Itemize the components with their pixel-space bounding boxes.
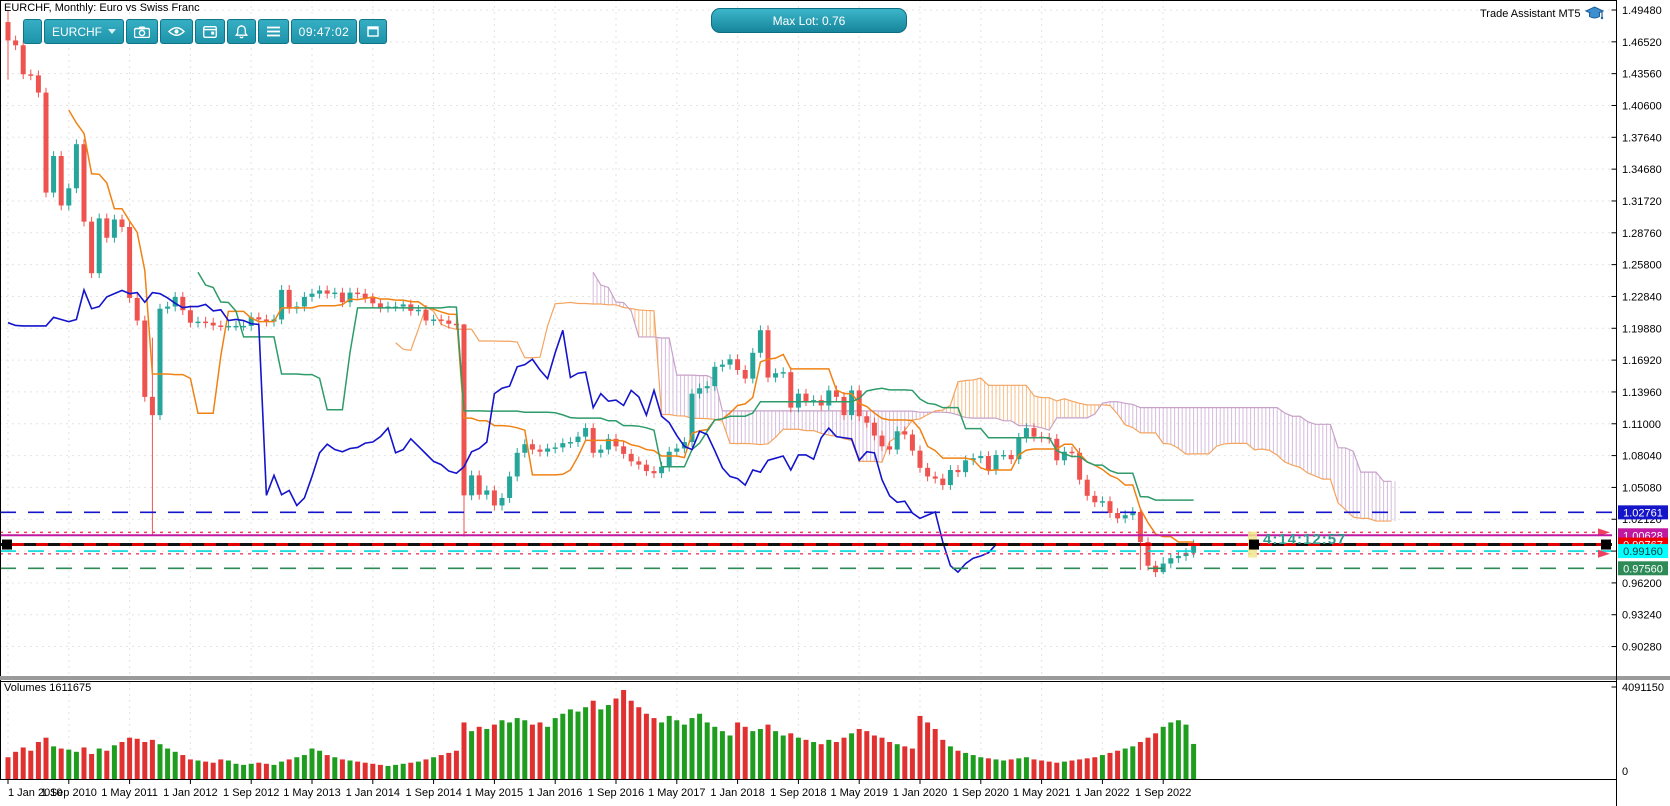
chevron-down-icon — [108, 29, 116, 34]
calendar-button[interactable] — [195, 19, 225, 44]
svg-text:1.49480: 1.49480 — [1622, 5, 1662, 17]
svg-text:1.05080: 1.05080 — [1622, 482, 1662, 494]
svg-text:1.16920: 1.16920 — [1622, 355, 1662, 367]
svg-text:1.25800: 1.25800 — [1622, 260, 1662, 272]
volume-bars — [5, 690, 1197, 779]
screenshot-button[interactable] — [126, 19, 158, 44]
svg-text:0.90280: 0.90280 — [1622, 642, 1662, 654]
volume-axis-min-label: 0 — [1622, 766, 1629, 778]
svg-text:1 Jan 2018: 1 Jan 2018 — [710, 787, 764, 799]
drag-handle-button[interactable] — [23, 19, 42, 44]
svg-text:1 May 2021: 1 May 2021 — [1013, 787, 1070, 799]
trade-assistant-label: Trade Assistant MT5 — [1480, 7, 1581, 20]
svg-text:1 Sep 2014: 1 Sep 2014 — [405, 787, 461, 799]
svg-text:1 Sep 2012: 1 Sep 2012 — [223, 787, 279, 799]
alerts-button[interactable] — [227, 19, 256, 44]
svg-text:1.22840: 1.22840 — [1622, 291, 1662, 303]
symbol-select[interactable]: EURCHF — [44, 19, 124, 44]
visibility-button[interactable] — [160, 19, 193, 44]
svg-text:0.93240: 0.93240 — [1622, 610, 1662, 622]
svg-text:1.13960: 1.13960 — [1622, 387, 1662, 399]
svg-text:0.97560: 0.97560 — [1623, 563, 1663, 575]
volume-axis-max-label: 4091150 — [1622, 682, 1665, 694]
level-lines — [0, 511, 1612, 570]
svg-text:1 Jan 2016: 1 Jan 2016 — [528, 787, 582, 799]
svg-text:1.02761: 1.02761 — [1623, 507, 1663, 519]
svg-text:1 May 2015: 1 May 2015 — [466, 787, 523, 799]
svg-text:1.11000: 1.11000 — [1622, 419, 1661, 431]
svg-text:1.31720: 1.31720 — [1622, 196, 1662, 208]
eye-icon — [168, 27, 185, 36]
menu-icon — [267, 26, 280, 37]
svg-text:1 Jan 2010: 1 Jan 2010 — [8, 787, 62, 799]
clock-display[interactable]: 09:47:02 — [291, 19, 357, 44]
svg-text:1 Jan 2014: 1 Jan 2014 — [346, 787, 400, 799]
svg-text:0.99160: 0.99160 — [1623, 546, 1663, 558]
svg-text:1 Jan 2022: 1 Jan 2022 — [1075, 787, 1129, 799]
ichimoku-lines — [7, 109, 1194, 574]
svg-text:1 Sep 2010: 1 Sep 2010 — [41, 787, 97, 799]
svg-text:1 Sep 2020: 1 Sep 2020 — [953, 787, 1009, 799]
svg-text:1 Sep 2016: 1 Sep 2016 — [588, 787, 644, 799]
bar-countdown-timer: 4:14:12:57 — [1263, 531, 1347, 548]
svg-text:1 May 2017: 1 May 2017 — [648, 787, 705, 799]
svg-text:1.34680: 1.34680 — [1622, 164, 1662, 176]
graduation-cap-icon[interactable] — [1585, 6, 1605, 21]
svg-text:1.28760: 1.28760 — [1622, 228, 1662, 240]
svg-text:1 May 2019: 1 May 2019 — [830, 787, 887, 799]
svg-text:1 Sep 2022: 1 Sep 2022 — [1135, 787, 1191, 799]
svg-text:1 Jan 2020: 1 Jan 2020 — [893, 787, 947, 799]
calendar-icon — [203, 26, 217, 38]
svg-text:1 Sep 2018: 1 Sep 2018 — [770, 787, 826, 799]
symbol-label: EURCHF — [52, 24, 102, 39]
svg-text:1.46520: 1.46520 — [1622, 37, 1662, 49]
line-handles — [2, 531, 1611, 558]
volumes-indicator-label: Volumes 1611675 — [4, 682, 92, 694]
svg-text:1 Jan 2012: 1 Jan 2012 — [163, 787, 217, 799]
svg-text:1 May 2013: 1 May 2013 — [283, 787, 340, 799]
svg-text:1.43560: 1.43560 — [1622, 69, 1662, 81]
svg-text:1.08040: 1.08040 — [1622, 451, 1662, 463]
expand-icon — [367, 26, 379, 37]
svg-text:1 May 2011: 1 May 2011 — [101, 787, 158, 799]
price-axis: 1.49480 1.46520 1.43560 1.40600 1.37640 1.346… — [1611, 5, 1662, 688]
svg-text:1.37640: 1.37640 — [1622, 132, 1662, 144]
svg-text:0.96200: 0.96200 — [1622, 578, 1662, 590]
symbol-toolbar: EURCHF — [23, 19, 387, 44]
svg-text:1.19880: 1.19880 — [1622, 323, 1662, 335]
chart-title: EURCHF, Monthly: Euro vs Swiss Franc — [4, 2, 200, 14]
trade-assistant-panel: Trade Assistant MT5 — [1480, 6, 1605, 21]
bell-icon — [235, 24, 248, 38]
svg-text:1.40600: 1.40600 — [1622, 100, 1662, 112]
menu-button[interactable] — [258, 19, 289, 44]
max-lot-badge[interactable]: Max Lot: 0.76 — [711, 8, 907, 33]
camera-icon — [134, 26, 150, 38]
expand-button[interactable] — [359, 19, 387, 44]
ichimoku-cloud — [395, 271, 1396, 522]
